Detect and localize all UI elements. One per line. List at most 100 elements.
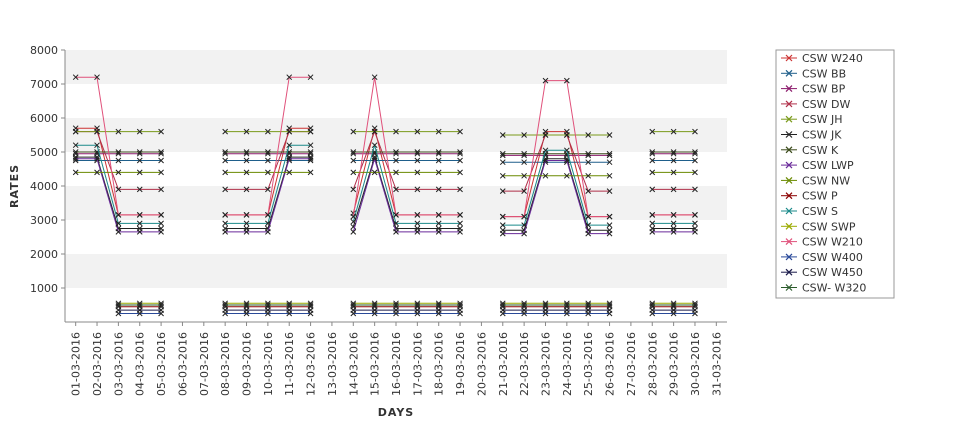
data-point-marker: [286, 302, 293, 308]
data-point-marker: [222, 186, 229, 193]
data-point-marker: [158, 186, 164, 193]
data-point-marker: [136, 302, 143, 308]
legend-label: CSW S: [802, 205, 838, 218]
data-point-marker: [350, 218, 357, 225]
data-point-marker: [670, 212, 677, 218]
grid-band: [65, 220, 727, 254]
data-point-marker: [115, 212, 122, 218]
series-csw-s: [72, 142, 698, 228]
legend-marker-icon: [785, 131, 793, 138]
grid-band: [65, 152, 727, 186]
data-point-marker: [136, 149, 143, 155]
series-line: [502, 158, 610, 231]
legend-item: CSW S: [781, 205, 838, 218]
data-point-marker: [393, 302, 399, 308]
data-point-marker: [243, 212, 250, 218]
data-point-marker: [585, 230, 592, 237]
legend-marker-icon: [785, 115, 793, 123]
legend-item: CSW DW: [781, 98, 851, 111]
data-point-marker: [649, 229, 656, 235]
data-point-marker: [94, 128, 100, 135]
legend-label: CSW DW: [802, 98, 851, 111]
data-point-marker: [606, 222, 613, 228]
data-point-marker: [222, 157, 229, 164]
data-point-marker: [115, 307, 122, 313]
data-point-marker: [286, 142, 293, 149]
legend-marker-icon: [785, 192, 793, 200]
x-tick-label: 26-03-2016: [604, 332, 617, 396]
data-point-marker: [606, 159, 613, 166]
data-point-marker: [393, 149, 399, 155]
data-point-marker: [649, 149, 656, 155]
data-point-marker: [542, 147, 549, 154]
data-point-marker: [393, 229, 399, 235]
y-tick-label: 6000: [30, 112, 58, 125]
data-point-marker: [499, 213, 506, 220]
data-point-marker: [222, 212, 229, 218]
series-line: [352, 155, 461, 229]
data-point-marker: [542, 302, 549, 308]
data-point-marker: [435, 157, 442, 164]
data-point-marker: [585, 150, 592, 157]
data-point-marker: [136, 307, 143, 313]
legend-label: CSW JK: [802, 129, 842, 142]
data-point-marker: [72, 74, 79, 81]
data-point-marker: [136, 212, 143, 218]
data-point-marker: [243, 307, 250, 313]
data-point-marker: [350, 149, 357, 155]
legend-item: CSW W400: [781, 251, 863, 264]
data-point-marker: [499, 188, 506, 194]
data-point-marker: [542, 132, 549, 138]
data-point-marker: [435, 302, 442, 308]
data-point-marker: [435, 128, 442, 135]
data-point-marker: [307, 155, 314, 162]
data-point-marker: [72, 169, 79, 176]
y-tick-label: 4000: [30, 180, 58, 193]
data-point-marker: [286, 169, 293, 176]
data-point-marker: [414, 128, 421, 135]
data-point-marker: [243, 157, 250, 164]
legend-marker-icon: [785, 238, 793, 246]
data-point-marker: [670, 157, 677, 164]
data-point-marker: [692, 212, 698, 218]
data-point-marker: [115, 149, 122, 155]
series-line: [352, 130, 461, 190]
data-point-marker: [307, 142, 314, 149]
data-point-marker: [606, 230, 613, 237]
data-point-marker: [414, 149, 421, 155]
data-point-marker: [94, 74, 100, 81]
x-tick-label: 09-03-2016: [241, 332, 254, 396]
legend-marker-icon: [785, 100, 793, 108]
data-point-marker: [371, 128, 378, 135]
data-point-marker: [457, 307, 463, 313]
data-point-marker: [542, 172, 549, 179]
x-tick-label: 17-03-2016: [411, 332, 424, 396]
legend-label: CSW LWP: [802, 159, 854, 172]
x-tick-label: 13-03-2016: [326, 332, 339, 396]
data-point-marker: [393, 128, 399, 135]
data-point-marker: [158, 169, 164, 176]
data-point-marker: [350, 229, 357, 235]
data-point-marker: [243, 229, 250, 235]
y-tick-label: 5000: [30, 146, 58, 159]
legend-marker-icon: [785, 176, 793, 184]
data-point-marker: [606, 213, 613, 220]
data-point-marker: [286, 307, 293, 313]
x-tick-label: 02-03-2016: [91, 332, 104, 396]
data-point-marker: [414, 212, 421, 218]
data-point-marker: [158, 128, 164, 135]
data-point-marker: [521, 188, 527, 194]
data-point-marker: [243, 149, 250, 155]
data-point-marker: [457, 302, 463, 308]
data-point-marker: [457, 149, 463, 155]
series-csw-jh: [72, 128, 698, 138]
data-point-marker: [115, 128, 122, 135]
data-point-marker: [371, 302, 378, 308]
data-point-marker: [307, 74, 314, 81]
legend-item: CSW P: [781, 190, 838, 203]
data-point-marker: [457, 229, 463, 235]
grid-band: [65, 50, 727, 84]
data-point-marker: [692, 128, 698, 135]
data-point-marker: [265, 220, 271, 227]
data-point-marker: [136, 186, 143, 193]
